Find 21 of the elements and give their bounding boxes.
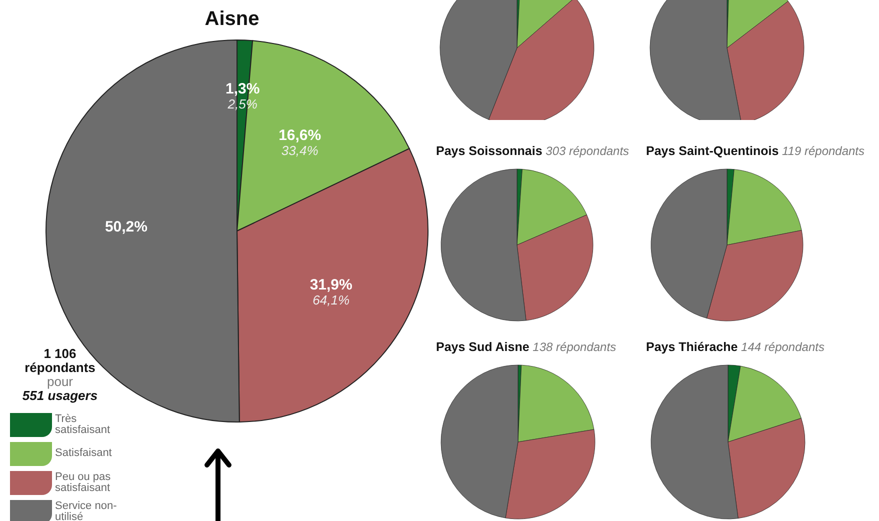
text: pour bbox=[46, 374, 74, 389]
text: 1 106 répondants bbox=[24, 346, 96, 375]
data-label: 31,9% bbox=[310, 276, 352, 294]
chart-subtitle: 144 répondants bbox=[738, 340, 824, 354]
chart-title: Pays Thiérache bbox=[646, 340, 738, 354]
legend-label: Satisfaisant bbox=[55, 447, 113, 459]
chart-title: Pays Soissonnais bbox=[436, 144, 542, 158]
chart-subtitle: 303 répondants bbox=[542, 144, 630, 158]
legend-label: Peu ou pas satisfaisant bbox=[55, 470, 112, 494]
data-label: 16,6% bbox=[278, 126, 322, 144]
chart-subtitle: 119 répondants bbox=[778, 144, 865, 158]
chart-title: Pays Sud Aisne bbox=[436, 340, 530, 354]
chart-subtitle: 138 répondants bbox=[529, 340, 616, 354]
chart-title: Pays Saint-Quentinois bbox=[646, 144, 779, 158]
text: 551 usagers bbox=[21, 388, 99, 403]
legend-label: Service non-utilisé bbox=[55, 500, 118, 521]
data-label: 50,2% bbox=[104, 218, 148, 236]
legend-label: Très satisfaisant bbox=[55, 412, 112, 436]
text: 64,1% bbox=[312, 292, 350, 308]
chart-title: Aisne bbox=[204, 8, 260, 30]
text: 33,4% bbox=[281, 142, 318, 158]
